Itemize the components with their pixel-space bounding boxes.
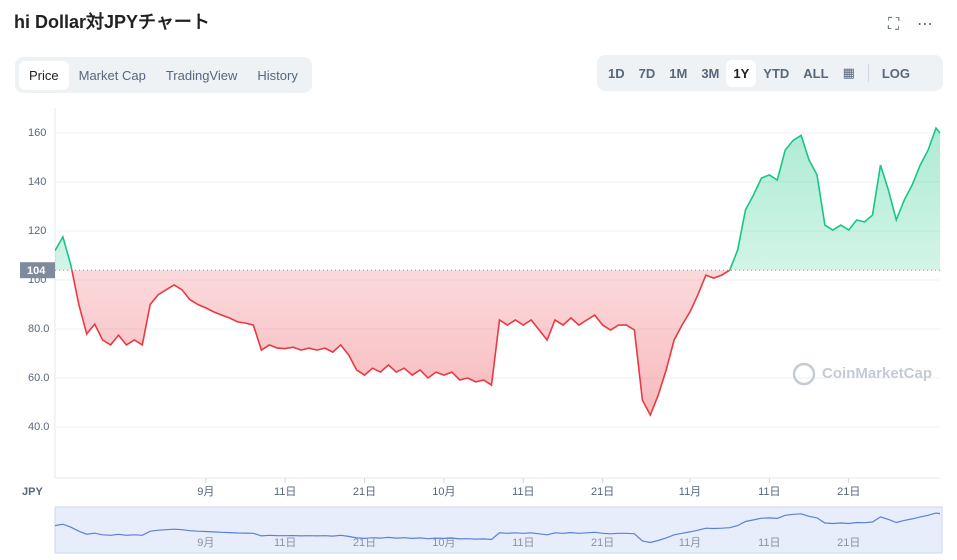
watermark-logo xyxy=(792,362,816,386)
x-tick-label: 21日 xyxy=(837,486,860,498)
x-tick-label: 11日 xyxy=(512,486,534,498)
y-tick-label: 120 xyxy=(28,225,46,237)
navigator-tick-label: 21日 xyxy=(837,537,860,549)
navigator-tick-label: 10月 xyxy=(432,537,455,549)
watermark: CoinMarketCap xyxy=(822,365,932,382)
current-price-label: 104 xyxy=(27,265,46,277)
y-tick-label: 80.0 xyxy=(28,323,49,335)
y-tick-label: 40.0 xyxy=(28,421,49,433)
tabs: Price Market Cap TradingView History xyxy=(15,57,312,93)
navigator-tick-label: 11月 xyxy=(679,537,701,549)
x-tick-label: 21日 xyxy=(591,486,614,498)
log-button[interactable]: LOG xyxy=(881,65,911,81)
title: hi Dollar対JPYチャート xyxy=(14,12,210,32)
area-up xyxy=(55,128,940,271)
tab[interactable]: History xyxy=(257,67,298,83)
y-tick-label: 60.0 xyxy=(28,372,49,384)
area-down xyxy=(55,270,940,415)
x-tick-label: 11日 xyxy=(758,486,780,498)
range[interactable]: YTD xyxy=(763,65,790,81)
x-tick-label: 9月 xyxy=(197,486,214,498)
icons[interactable]: ⛶ ⋯ xyxy=(888,16,933,33)
navigator-tick-label: 21日 xyxy=(353,537,376,549)
x-tick-label: 11日 xyxy=(274,486,296,498)
x-tick-label: 10月 xyxy=(432,486,455,498)
y-tick-label: 140 xyxy=(28,176,46,188)
navigator-tick-label: 21日 xyxy=(591,537,614,549)
price-line-up xyxy=(55,126,941,271)
ranges: 1D 7D 1M 3M 1Y YTD ALL ▦ LOG xyxy=(597,55,943,91)
price-line-down xyxy=(71,270,731,417)
range[interactable]: 7D xyxy=(638,65,656,81)
tab[interactable]: Market Cap xyxy=(78,67,146,83)
y-tick-label: 160 xyxy=(28,127,46,139)
tab[interactable]: Price xyxy=(19,60,69,90)
x-tick-label: 11月 xyxy=(679,486,701,498)
range[interactable]: 1M xyxy=(669,65,688,81)
currency-label: JPY xyxy=(22,486,43,498)
navigator-line xyxy=(54,512,941,544)
current-price-box xyxy=(20,262,55,279)
calendar[interactable]: ▦ xyxy=(842,65,855,80)
navigator-tick-label: 9月 xyxy=(197,537,214,549)
navigator-tick-label: 11日 xyxy=(758,537,780,549)
range[interactable]: ALL xyxy=(803,65,829,81)
navigator-tick-label: 11日 xyxy=(512,537,534,549)
separator xyxy=(867,64,869,82)
navigator-tick-label: 11日 xyxy=(274,537,296,549)
range[interactable]: 3M xyxy=(701,65,720,81)
tab[interactable]: TradingView xyxy=(165,67,238,83)
x-tick-label: 21日 xyxy=(353,486,376,498)
range[interactable]: 1D xyxy=(608,65,625,81)
range[interactable]: 1Y xyxy=(726,59,757,87)
